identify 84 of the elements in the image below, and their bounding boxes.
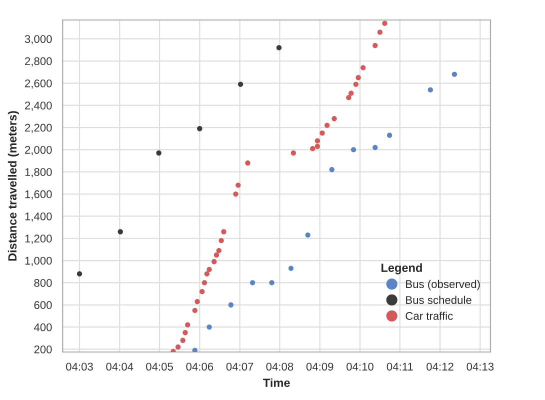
point	[250, 280, 256, 286]
point	[180, 338, 186, 343]
point	[324, 122, 330, 128]
point	[194, 298, 200, 304]
y-tick-label: 3,000	[24, 35, 52, 44]
y-tick-label: 1,400	[25, 212, 52, 222]
point	[228, 302, 234, 308]
y-tick-label: 600	[34, 301, 52, 310]
point	[350, 147, 356, 152]
point	[372, 144, 378, 150]
point	[356, 75, 361, 80]
x-tick-label: 04:12	[426, 362, 454, 371]
y-tick-label: 2,800	[25, 57, 52, 66]
point	[233, 191, 238, 197]
y-tick-label: 1,200	[25, 234, 52, 244]
point	[118, 229, 123, 234]
point	[346, 95, 352, 100]
point	[452, 72, 458, 77]
point	[305, 232, 310, 238]
point	[377, 30, 383, 35]
legend-label: Bus (observed)	[406, 280, 480, 290]
y-tick-label: 800	[34, 278, 52, 287]
point	[372, 42, 378, 48]
point	[236, 182, 241, 188]
point	[185, 322, 190, 328]
point	[314, 144, 320, 149]
point	[218, 238, 224, 244]
point	[211, 259, 217, 264]
y-tick-label: 1,600	[25, 190, 52, 200]
x-tick-label: 04:08	[266, 362, 294, 371]
point	[216, 248, 222, 254]
y-tick-label: 200	[34, 345, 52, 354]
point	[332, 116, 337, 122]
point	[199, 288, 205, 294]
x-tick-label: 04:13	[466, 362, 494, 371]
point	[206, 324, 212, 330]
point	[192, 308, 198, 314]
x-tick-label: 04:10	[346, 362, 374, 371]
point	[238, 82, 244, 87]
point	[310, 146, 316, 152]
point	[202, 280, 208, 286]
point	[206, 266, 212, 272]
point	[320, 130, 325, 136]
x-tick-label: 04:11	[386, 362, 413, 371]
point	[348, 90, 354, 96]
y-tick-label: 1,800	[25, 168, 52, 178]
point	[314, 138, 320, 144]
point	[192, 348, 198, 352]
y-tick-label: 2,000	[25, 146, 52, 156]
point	[290, 150, 296, 156]
legend-label: Car traffic	[406, 312, 453, 320]
x-tick-label: 04:03	[66, 362, 93, 371]
y-tick-label: 1,000	[25, 256, 52, 266]
x-tick-label: 04:05	[146, 362, 173, 371]
x-tick-label: 04:09	[306, 362, 334, 371]
y-tick-label: 2,400	[25, 102, 52, 111]
point	[269, 280, 274, 286]
point	[204, 271, 210, 276]
point	[276, 45, 282, 50]
point	[329, 167, 334, 172]
point	[182, 330, 188, 336]
x-tick-label: 04:04	[106, 362, 134, 371]
legend-label: Bus schedule	[406, 296, 472, 304]
y-tick-label: 2,600	[25, 79, 52, 89]
y-tick-label: 400	[34, 323, 52, 332]
legend-title: Legend	[382, 263, 422, 274]
point	[428, 87, 434, 92]
point	[221, 229, 226, 234]
y-axis-title: Distance travelled (meters)	[8, 111, 19, 261]
y-tick-label: 2,200	[25, 124, 52, 133]
x-axis-title: Time	[263, 378, 290, 387]
point	[245, 160, 250, 166]
point	[353, 82, 358, 87]
x-tick-label: 04:06	[186, 362, 214, 371]
point	[197, 126, 202, 132]
point	[76, 271, 82, 276]
point	[382, 20, 388, 26]
point	[288, 266, 294, 271]
point	[386, 132, 392, 138]
point	[360, 65, 366, 70]
x-tick-label: 04:07	[226, 362, 254, 371]
point	[214, 252, 220, 258]
point	[175, 344, 181, 350]
point	[156, 150, 162, 156]
